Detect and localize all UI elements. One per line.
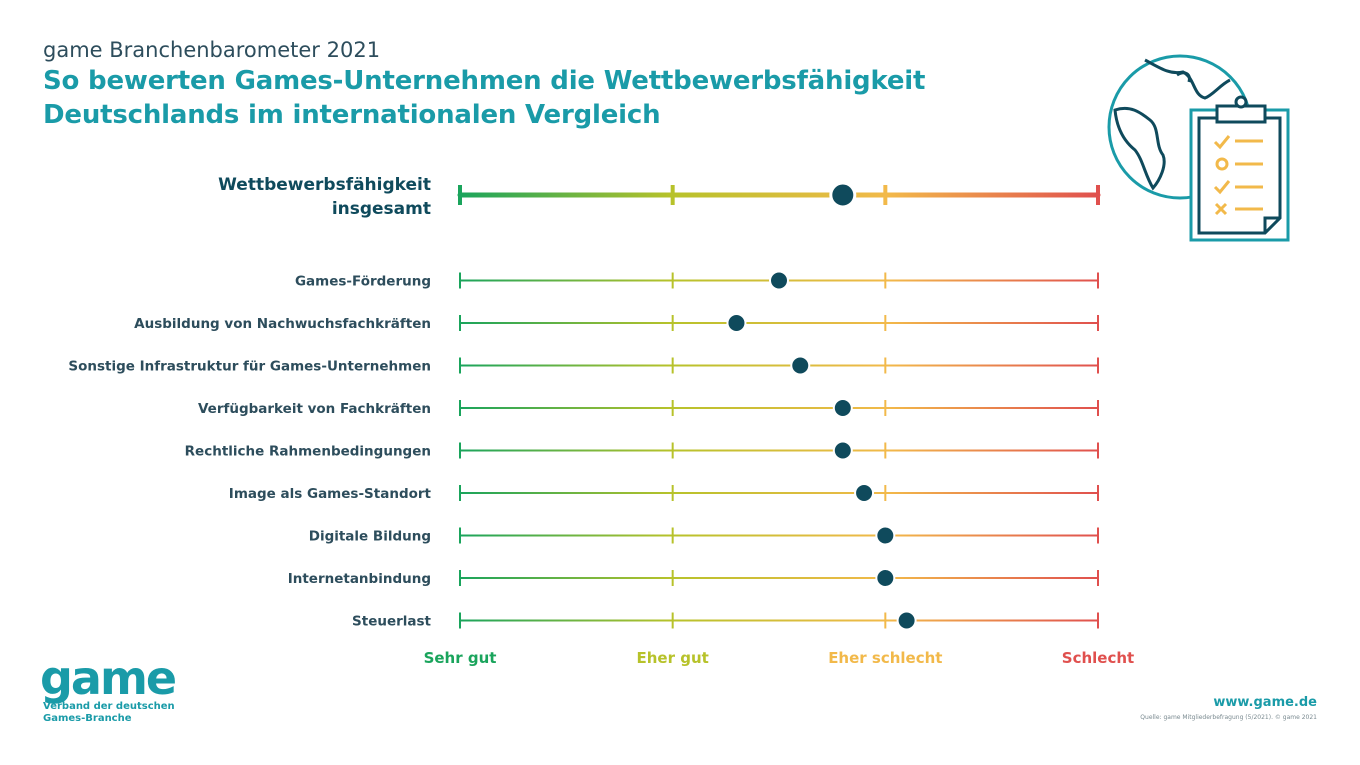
category-label: Steuerlast — [352, 614, 432, 630]
globe-clipboard-illustration — [1107, 54, 1290, 242]
data-dot — [769, 270, 789, 291]
logo-tagline-line-1: Verband der deutschen — [43, 701, 175, 712]
data-dot — [854, 483, 875, 503]
data-dot — [875, 568, 896, 588]
data-dot — [832, 398, 853, 418]
category-label: Digitale Bildung — [309, 529, 431, 545]
category-label: Ausbildung von Nachwuchsfachkräften — [134, 316, 431, 332]
logo-tagline: Verband der deutschen Games-Branche — [43, 701, 175, 725]
category-label: Sonstige Infrastruktur für Games-Unterne… — [68, 359, 431, 375]
tick-label: Eher gut — [637, 649, 709, 667]
data-dot — [875, 525, 896, 546]
website-link[interactable]: www.game.de — [1213, 695, 1317, 710]
category-label: Rechtliche Rahmenbedingungen — [185, 444, 431, 460]
category-label: Games-Förderung — [295, 274, 431, 290]
data-dot — [896, 610, 917, 631]
logo-tagline-line-2: Games-Branche — [43, 713, 132, 724]
category-label: Verfügbarkeit von Fachkräften — [198, 401, 431, 417]
clipboard-checklist-icon — [1189, 95, 1290, 242]
chart-title-line-1: So bewerten Games-Unternehmen die Wettbe… — [43, 66, 926, 96]
overall-dot — [829, 181, 857, 209]
data-dot — [790, 355, 811, 376]
overall-label-line-2: insgesamt — [332, 199, 431, 219]
category-label: Internetanbindung — [288, 571, 431, 587]
overall-label-line-1: Wettbewerbsfähigkeit — [218, 175, 431, 195]
data-dot — [832, 440, 853, 461]
tick-label: Schlecht — [1062, 649, 1134, 667]
data-dot — [726, 313, 747, 333]
tick-label: Eher schlecht — [828, 649, 942, 667]
game-logo: game — [40, 651, 177, 705]
tick-label: Sehr gut — [424, 649, 497, 667]
category-label: Image als Games-Standort — [229, 486, 432, 502]
chart-title-line-2: Deutschlands im internationalen Vergleic… — [43, 100, 661, 130]
supertitle: game Branchenbarometer 2021 — [43, 38, 381, 62]
source-note: Quelle: game Mitgliederbefragung (5/2021… — [1140, 714, 1317, 721]
